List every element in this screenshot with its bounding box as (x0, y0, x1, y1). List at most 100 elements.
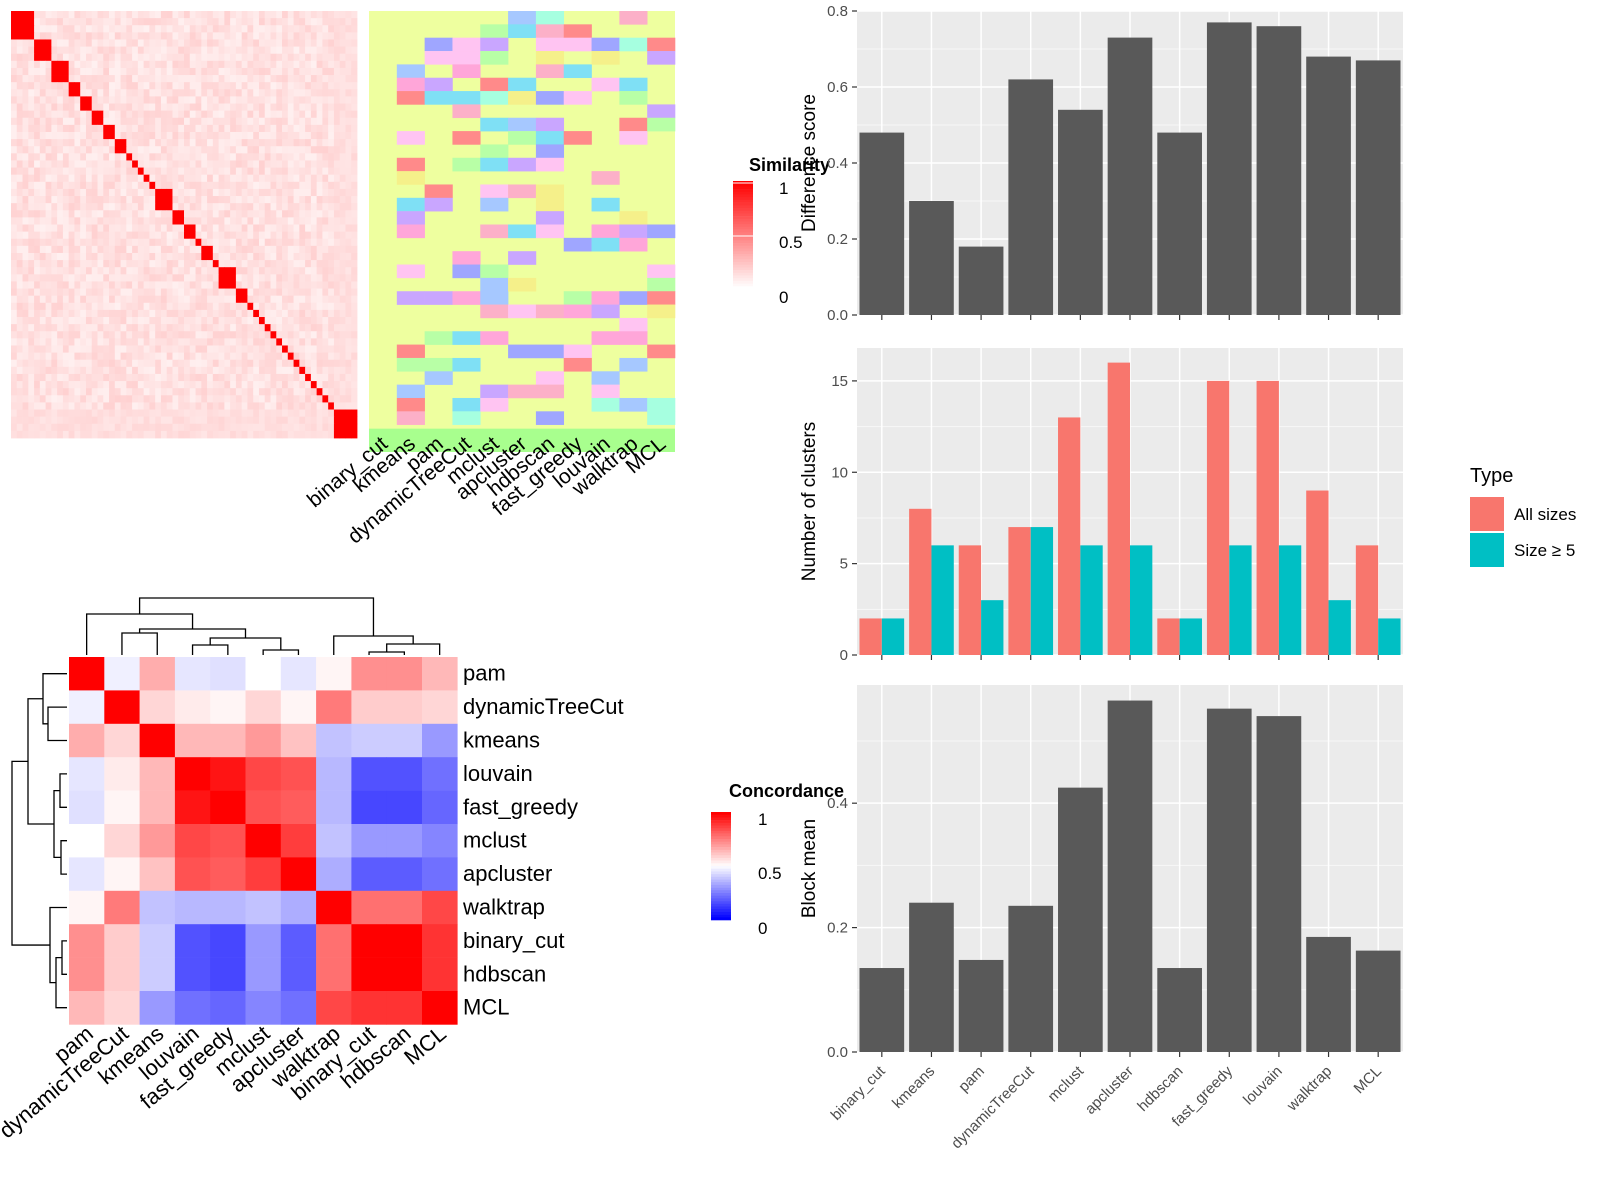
similarity-cell (345, 288, 352, 297)
similarity-cell (143, 317, 150, 325)
similarity-cell (74, 196, 81, 204)
similarity-cell (328, 188, 335, 197)
similarity-cell (247, 388, 254, 396)
assignment-cell (508, 131, 537, 145)
similarity-cell (91, 217, 98, 225)
similarity-cell (305, 238, 312, 247)
similarity-cell (126, 75, 133, 83)
similarity-cell (195, 267, 202, 275)
similarity-cell (299, 288, 306, 297)
similarity-legend-gradient (733, 272, 753, 276)
similarity-cell (114, 203, 121, 211)
similarity-cell (11, 60, 18, 69)
similarity-cell (351, 174, 358, 183)
similarity-cell (282, 288, 289, 297)
similarity-cell (333, 395, 341, 403)
similarity-cell (184, 302, 191, 311)
similarity-cell (166, 11, 173, 19)
assignment-cell (480, 197, 509, 212)
similarity-cell (224, 302, 231, 311)
similarity-cell (172, 210, 179, 218)
similarity-cell (328, 416, 335, 425)
similarity-cell (218, 217, 225, 225)
similarity-cell (11, 82, 18, 90)
similarity-cell (39, 124, 46, 133)
similarity-cell (114, 381, 121, 389)
similarity-cell (316, 345, 323, 353)
similarity-cell (316, 196, 323, 204)
similarity-cell (120, 430, 127, 439)
similarity-cell (276, 317, 283, 325)
similarity-cell (201, 67, 208, 76)
similarity-cell (184, 324, 191, 332)
similarity-cell (149, 46, 156, 55)
similarity-cell (103, 245, 110, 254)
similarity-cell (345, 430, 352, 439)
concordance-row-labels: pamdynamicTreeCutkmeanslouvainfast_greed… (462, 661, 624, 1020)
similarity-cell (22, 245, 29, 254)
similarity-cell (230, 160, 237, 168)
concordance-cell (69, 824, 105, 858)
similarity-cell (109, 430, 116, 439)
similarity-cell (126, 281, 133, 289)
similarity-cell (184, 146, 191, 154)
similarity-cell (328, 110, 335, 119)
similarity-cell (333, 309, 341, 318)
concordance-cell (139, 757, 176, 791)
similarity-cell (276, 252, 283, 261)
similarity-cell (16, 60, 23, 69)
concordance-cell (422, 957, 458, 992)
similarity-cell (189, 402, 196, 410)
similarity-cell (270, 224, 277, 233)
similarity-heatmap (11, 11, 358, 439)
similarity-cell (299, 174, 306, 183)
similarity-cell (230, 110, 237, 119)
similarity-cell (224, 75, 231, 83)
similarity-cell (195, 46, 202, 55)
similarity-cell (282, 89, 289, 97)
similarity-cell (80, 402, 87, 410)
similarity-cell (103, 96, 110, 104)
similarity-cell (316, 381, 323, 389)
similarity-cell (299, 317, 306, 325)
similarity-cell (62, 338, 70, 346)
similarity-cell (45, 60, 52, 69)
similarity-cell (316, 124, 323, 133)
similarity-cell (103, 309, 110, 318)
similarity-cell (109, 381, 116, 389)
similarity-cell (247, 117, 254, 126)
similarity-cell (85, 324, 93, 332)
similarity-cell (172, 153, 179, 161)
similarity-cell (351, 423, 358, 432)
dendrogram-branch (209, 637, 282, 650)
similarity-cell (103, 281, 110, 289)
similarity-cell (241, 352, 248, 361)
similarity-cell (39, 103, 46, 112)
similarity-cell (62, 267, 70, 275)
similarity-cell (270, 82, 277, 90)
similarity-cell (345, 82, 352, 90)
similarity-cell (339, 359, 346, 368)
similarity-cell (62, 60, 70, 69)
similarity-cell (97, 409, 104, 418)
bar-fast_greedy (1206, 22, 1252, 316)
similarity-cell (178, 366, 185, 375)
similarity-cell (155, 67, 162, 76)
similarity-cell (143, 96, 150, 104)
similarity-cell (253, 203, 260, 211)
similarity-cell (247, 39, 254, 47)
similarity-cell (282, 46, 289, 55)
similarity-cell (218, 416, 225, 425)
similarity-legend-gradient (733, 259, 753, 263)
similarity-cell (287, 96, 294, 104)
similarity-cell (287, 381, 294, 389)
similarity-cell (264, 46, 271, 55)
similarity-cell (299, 281, 306, 289)
similarity-cell (287, 18, 294, 26)
similarity-cell (62, 274, 70, 282)
similarity-cell (293, 210, 300, 218)
similarity-cell (80, 274, 87, 282)
similarity-cell (22, 381, 29, 389)
assignment-cell (563, 37, 592, 52)
concordance-legend-gradient (711, 849, 731, 853)
